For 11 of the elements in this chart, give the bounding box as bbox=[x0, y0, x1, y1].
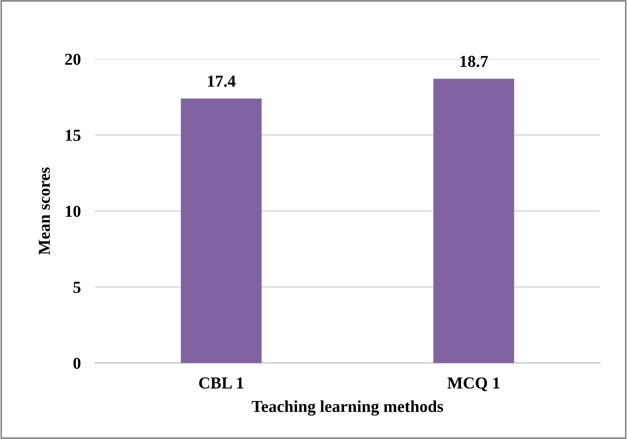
x-tick-label: CBL 1 bbox=[199, 377, 244, 389]
y-axis-title: Mean scores bbox=[38, 167, 50, 255]
x-axis-title: Teaching learning methods bbox=[252, 400, 444, 416]
data-label: 17.4 bbox=[208, 76, 236, 87]
y-tick-label: 20 bbox=[65, 54, 80, 65]
data-label: 18.7 bbox=[460, 56, 488, 68]
y-tick-label: 0 bbox=[73, 358, 80, 369]
x-tick-label: MCQ 1 bbox=[447, 377, 500, 392]
y-tick-label: 15 bbox=[66, 130, 80, 141]
y-tick-label: 10 bbox=[66, 206, 80, 217]
y-tick-label: 5 bbox=[73, 282, 80, 293]
